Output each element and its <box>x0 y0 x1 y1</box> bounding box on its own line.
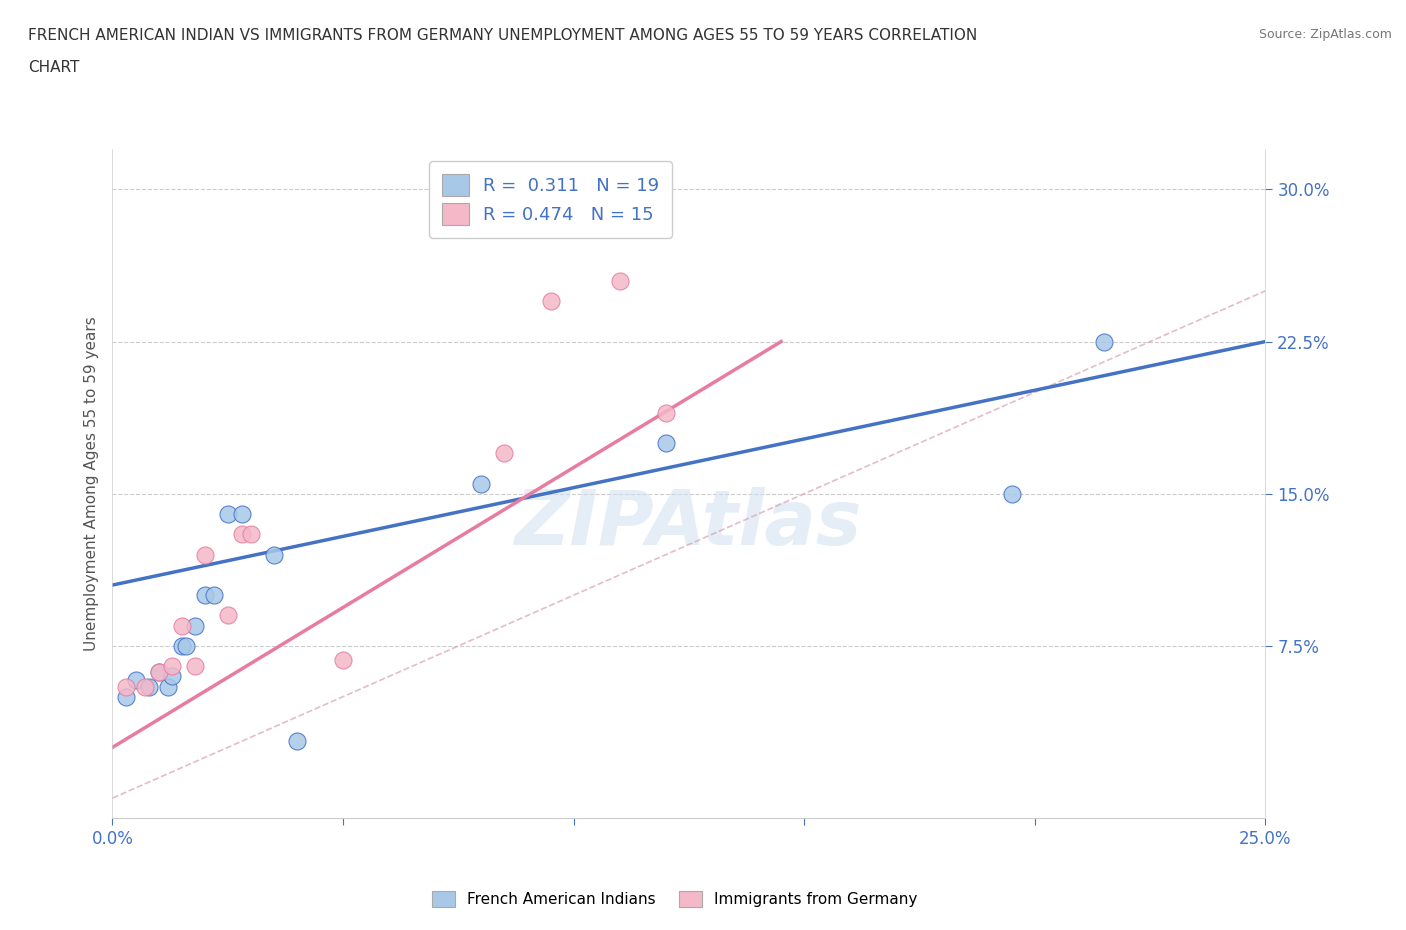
Point <box>494 445 516 460</box>
Point <box>202 588 225 603</box>
Point <box>332 653 354 668</box>
Point <box>217 507 239 522</box>
Point <box>124 673 146 688</box>
Point <box>162 669 184 684</box>
Point <box>194 588 217 603</box>
Point <box>184 658 207 673</box>
Point <box>285 734 308 749</box>
Point <box>655 405 678 420</box>
Point <box>1001 486 1024 501</box>
Point <box>609 273 631 288</box>
Point <box>138 679 160 694</box>
Point <box>148 665 170 680</box>
Point <box>239 527 262 542</box>
Point <box>1092 334 1115 349</box>
Text: Source: ZipAtlas.com: Source: ZipAtlas.com <box>1258 28 1392 41</box>
Point <box>194 547 217 562</box>
Point <box>217 608 239 623</box>
Point <box>231 507 253 522</box>
Point <box>170 618 193 633</box>
Text: FRENCH AMERICAN INDIAN VS IMMIGRANTS FROM GERMANY UNEMPLOYMENT AMONG AGES 55 TO : FRENCH AMERICAN INDIAN VS IMMIGRANTS FRO… <box>28 28 977 43</box>
Legend: R =  0.311   N = 19, R = 0.474   N = 15: R = 0.311 N = 19, R = 0.474 N = 15 <box>429 161 672 238</box>
Text: CHART: CHART <box>28 60 80 75</box>
Point <box>115 689 138 704</box>
Point <box>470 476 492 491</box>
Point <box>170 639 193 654</box>
Point <box>184 618 207 633</box>
Point <box>655 435 678 450</box>
Point <box>134 679 156 694</box>
Legend: French American Indians, Immigrants from Germany: French American Indians, Immigrants from… <box>426 884 924 913</box>
Point <box>156 679 179 694</box>
Y-axis label: Unemployment Among Ages 55 to 59 years: Unemployment Among Ages 55 to 59 years <box>83 316 98 651</box>
Text: ZIPAtlas: ZIPAtlas <box>515 486 863 561</box>
Point <box>540 294 562 309</box>
Point <box>174 639 197 654</box>
Point <box>148 665 170 680</box>
Point <box>231 527 253 542</box>
Point <box>162 658 184 673</box>
Point <box>115 679 138 694</box>
Point <box>263 547 285 562</box>
